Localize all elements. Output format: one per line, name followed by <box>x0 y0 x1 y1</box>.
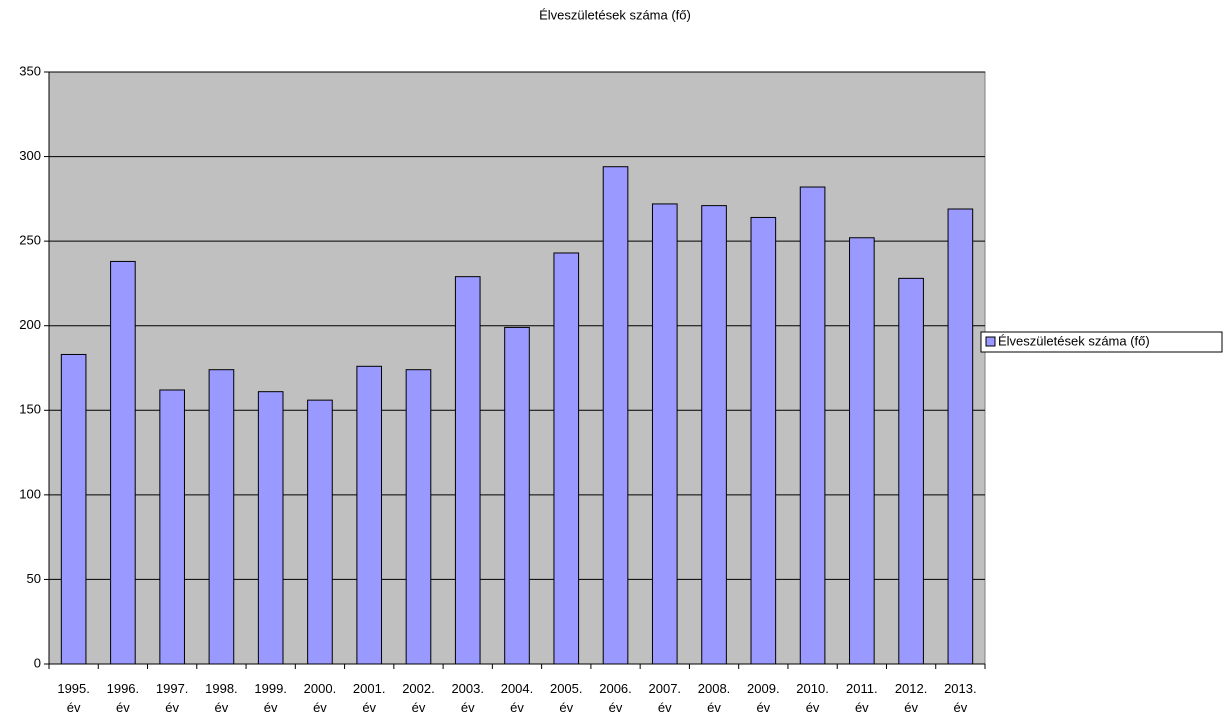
bar <box>257 391 284 665</box>
y-tick-label: 200 <box>19 317 41 332</box>
y-tick-label: 50 <box>27 571 41 586</box>
bar <box>701 205 727 665</box>
x-tick-label: 2006. év <box>599 681 632 715</box>
x-tick-label: 2000. év <box>303 681 337 715</box>
bar <box>947 208 974 665</box>
bar <box>454 276 481 665</box>
x-tick-label: 2004. év <box>500 681 534 715</box>
x-tick-label: 1997. év <box>155 681 189 715</box>
x-tick-label: 1999. év <box>254 681 287 715</box>
y-tick-label: 300 <box>19 148 41 163</box>
bar <box>356 365 383 665</box>
bar <box>651 203 678 665</box>
y-tick-label: 150 <box>19 402 41 417</box>
bar <box>799 186 826 665</box>
y-tick-label: 250 <box>19 233 41 248</box>
x-tick-label: 2002. év <box>402 681 435 715</box>
bar <box>208 369 235 665</box>
bar <box>60 353 87 665</box>
x-tick-label: 2010. év <box>796 681 829 715</box>
y-tick-label: 0 <box>34 655 41 670</box>
bar <box>159 389 185 665</box>
x-tick-label: 1996. év <box>106 681 140 715</box>
bar <box>307 399 333 665</box>
chart-title: Élveszületések száma (fő) <box>539 7 691 22</box>
x-tick-label: 2012. év <box>894 681 928 715</box>
bar <box>602 166 629 665</box>
x-tick-label: 2011. év <box>846 681 878 715</box>
bar <box>110 260 136 665</box>
x-tick-label: 2003. év <box>451 681 484 715</box>
bar <box>750 216 777 665</box>
x-tick-label: 2013. év <box>944 681 977 715</box>
y-tick-label: 350 <box>19 63 41 78</box>
bar <box>849 237 875 665</box>
bar <box>405 369 432 665</box>
legend-box <box>980 331 1223 353</box>
legend-label: Élveszületések száma (fő) <box>998 333 1150 348</box>
x-tick-label: 1995. év <box>57 681 90 715</box>
x-tick-label: 2007. év <box>648 681 682 715</box>
bar <box>504 326 530 665</box>
x-tick-label: 2005. év <box>549 681 583 715</box>
y-tick-label: 100 <box>19 486 41 501</box>
x-tick-label: 2009. év <box>747 681 780 715</box>
x-tick-label: 2001. év <box>352 681 386 715</box>
bar <box>898 277 924 665</box>
x-tick-label: 1998. év <box>205 681 238 715</box>
x-tick-label: 2008. év <box>697 681 731 715</box>
bar <box>553 252 580 665</box>
legend-swatch <box>985 336 996 347</box>
